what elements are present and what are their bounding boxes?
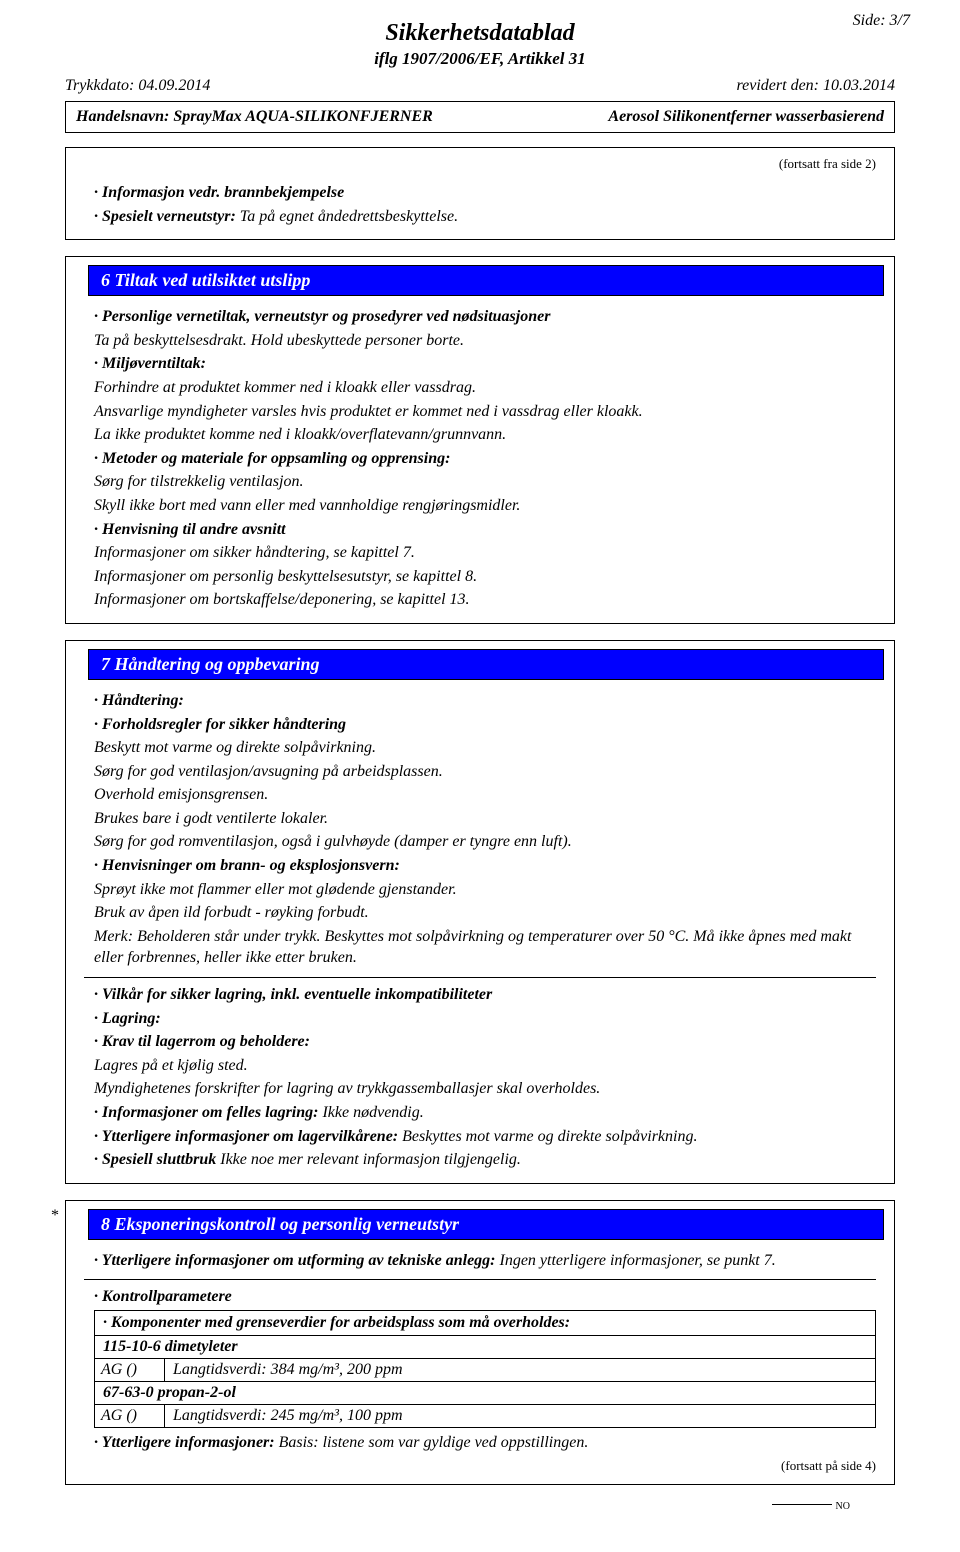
s7-h3a: Sprøyt ikke mot flammer eller mot gløden… bbox=[94, 879, 876, 901]
limits-table-head: · Komponenter med grenseverdier for arbe… bbox=[95, 1311, 875, 1336]
s7-s6: · Spesiell sluttbruk bbox=[94, 1151, 216, 1168]
s6-p2b: Forhindre at produktet kommer ned i kloa… bbox=[94, 377, 876, 399]
s7-s3b: Myndighetenes forskrifter for lagring av… bbox=[94, 1078, 876, 1100]
limits-row1: AG () Langtidsverdi: 384 mg/m³, 200 ppm bbox=[95, 1359, 875, 1382]
special-equip-value: Ta på egnet åndedrettsbeskyttelse. bbox=[236, 208, 458, 225]
section7-banner: 7 Håndtering og oppbevaring bbox=[88, 649, 884, 680]
s6-p4c: Informasjoner om personlig beskyttelsesu… bbox=[94, 566, 876, 588]
section6-banner: 6 Tiltak ved utilsiktet utslipp bbox=[88, 265, 884, 296]
limits-r2a: AG () bbox=[95, 1405, 165, 1427]
trade-name-left: Handelsnavn: SprayMax AQUA-SILIKONFJERNE… bbox=[76, 108, 433, 126]
s7-h3b: Bruk av åpen ild forbudt - røyking forbu… bbox=[94, 902, 876, 924]
s6-p4d: Informasjoner om bortskaffelse/deponerin… bbox=[94, 589, 876, 611]
section8-body-c: · Ytterligere informasjoner: Basis: list… bbox=[94, 1432, 876, 1454]
star-icon: * bbox=[51, 1207, 59, 1225]
limits-sub1: 115-10-6 dimetyleter bbox=[95, 1336, 875, 1359]
limits-r2b: Langtidsverdi: 245 mg/m³, 100 ppm bbox=[165, 1405, 875, 1427]
s7-s5: · Ytterligere informasjoner om lagervilk… bbox=[94, 1128, 398, 1145]
s8-p3: · Ytterligere informasjoner: bbox=[94, 1434, 275, 1451]
s7-h3c: Merk: Beholderen står under trykk. Besky… bbox=[94, 926, 876, 969]
s7-divider bbox=[84, 977, 876, 978]
s6-p1b: Ta på beskyttelsesdrakt. Hold ubeskytted… bbox=[94, 330, 876, 352]
lang-tag: NO bbox=[50, 1501, 850, 1512]
s8-p1v: Ingen ytterligere informasjoner, se punk… bbox=[496, 1252, 776, 1269]
s7-h2e: Sørg for god romventilasjon, også i gulv… bbox=[94, 831, 876, 853]
s6-p2c: Ansvarlige myndigheter varsles hvis prod… bbox=[94, 401, 876, 423]
s6-p3c: Skyll ikke bort med vann eller med vannh… bbox=[94, 495, 876, 517]
section6-body: · Personlige vernetiltak, verneutstyr og… bbox=[94, 306, 876, 611]
s7-s1: · Vilkår for sikker lagring, inkl. event… bbox=[94, 986, 492, 1003]
s7-h2: · Forholdsregler for sikker håndtering bbox=[94, 716, 346, 733]
s7-s3: · Krav til lagerrom og beholdere: bbox=[94, 1033, 310, 1050]
section8-banner: 8 Eksponeringskontroll og personlig vern… bbox=[88, 1209, 884, 1240]
s7-s6v: Ikke noe mer relevant informasjon tilgje… bbox=[216, 1151, 521, 1168]
section-box-cont: (fortsatt fra side 2) · Informasjon vedr… bbox=[65, 147, 895, 240]
s6-p3a: · Metoder og materiale for oppsamling og… bbox=[94, 450, 450, 467]
limits-r1a: AG () bbox=[95, 1359, 165, 1381]
limits-sub2: 67-63-0 propan-2-ol bbox=[95, 1382, 875, 1405]
meta-row: Trykkdato: 04.09.2014 revidert den: 10.0… bbox=[65, 77, 895, 95]
s7-s4: · Informasjoner om felles lagring: bbox=[94, 1104, 318, 1121]
s7-h2d: Brukes bare i godt ventilerte lokaler. bbox=[94, 808, 876, 830]
limits-table: · Komponenter med grenseverdier for arbe… bbox=[94, 1310, 876, 1428]
s8-p1: · Ytterligere informasjoner om utforming… bbox=[94, 1252, 496, 1269]
s7-h2a: Beskytt mot varme og direkte solpåvirkni… bbox=[94, 737, 876, 759]
s6-p4a: · Henvisning til andre avsnitt bbox=[94, 521, 286, 538]
trade-name-right: Aerosol Silikonentferner wasserbasierend bbox=[608, 108, 884, 126]
section7-body-a: · Håndtering: · Forholdsregler for sikke… bbox=[94, 690, 876, 969]
page: Side: 3/7 Sikkerhetsdatablad iflg 1907/2… bbox=[0, 0, 960, 1552]
s7-s4v: Ikke nødvendig. bbox=[318, 1104, 423, 1121]
section7-box: 7 Håndtering og oppbevaring · Håndtering… bbox=[65, 640, 895, 1184]
s6-p1a: · Personlige vernetiltak, verneutstyr og… bbox=[94, 308, 550, 325]
s7-h2c: Overhold emisjonsgrensen. bbox=[94, 784, 876, 806]
doc-title: Sikkerhetsdatablad bbox=[50, 20, 910, 47]
section7-body-b: · Vilkår for sikker lagring, inkl. event… bbox=[94, 984, 876, 1171]
section8-body-a: · Ytterligere informasjoner om utforming… bbox=[94, 1250, 876, 1272]
s7-s2: · Lagring: bbox=[94, 1010, 161, 1027]
revised-date: revidert den: 10.03.2014 bbox=[737, 77, 895, 95]
fire-info-label: · Informasjon vedr. brannbekjempelse bbox=[94, 184, 344, 201]
s8-p2: · Kontrollparametere bbox=[94, 1288, 232, 1305]
s7-s5v: Beskyttes mot varme og direkte solpåvirk… bbox=[398, 1128, 697, 1145]
continued-from: (fortsatt fra side 2) bbox=[66, 156, 876, 172]
doc-subtitle: iflg 1907/2006/EF, Artikkel 31 bbox=[50, 49, 910, 69]
s7-h1: · Håndtering: bbox=[94, 692, 184, 709]
limits-r1b: Langtidsverdi: 384 mg/m³, 200 ppm bbox=[165, 1359, 875, 1381]
special-equip-label: · Spesielt verneutstyr: bbox=[94, 208, 236, 225]
continued-to: (fortsatt på side 4) bbox=[66, 1458, 876, 1474]
print-date: Trykkdato: 04.09.2014 bbox=[65, 77, 210, 95]
page-number: Side: 3/7 bbox=[853, 12, 910, 30]
section6-box: 6 Tiltak ved utilsiktet utslipp · Person… bbox=[65, 256, 895, 624]
s6-p2a: · Miljøverntiltak: bbox=[94, 355, 206, 372]
s7-s3a: Lagres på et kjølig sted. bbox=[94, 1055, 876, 1077]
limits-row2: AG () Langtidsverdi: 245 mg/m³, 100 ppm bbox=[95, 1405, 875, 1427]
s6-p4b: Informasjoner om sikker håndtering, se k… bbox=[94, 542, 876, 564]
s8-divider bbox=[84, 1279, 876, 1280]
s6-p2d: La ikke produktet komme ned i kloakk/ove… bbox=[94, 424, 876, 446]
trade-name-box: Handelsnavn: SprayMax AQUA-SILIKONFJERNE… bbox=[65, 101, 895, 133]
section8-body-b: · Kontrollparametere bbox=[94, 1286, 876, 1308]
s6-p3b: Sørg for tilstrekkelig ventilasjon. bbox=[94, 471, 876, 493]
s8-p3v: Basis: listene som var gyldige ved oppst… bbox=[275, 1434, 589, 1451]
cont-body: · Informasjon vedr. brannbekjempelse · S… bbox=[94, 182, 876, 227]
s7-h3: · Henvisninger om brann- og eksplosjonsv… bbox=[94, 857, 400, 874]
section8-box: * 8 Eksponeringskontroll og personlig ve… bbox=[65, 1200, 895, 1485]
s7-h2b: Sørg for god ventilasjon/avsugning på ar… bbox=[94, 761, 876, 783]
